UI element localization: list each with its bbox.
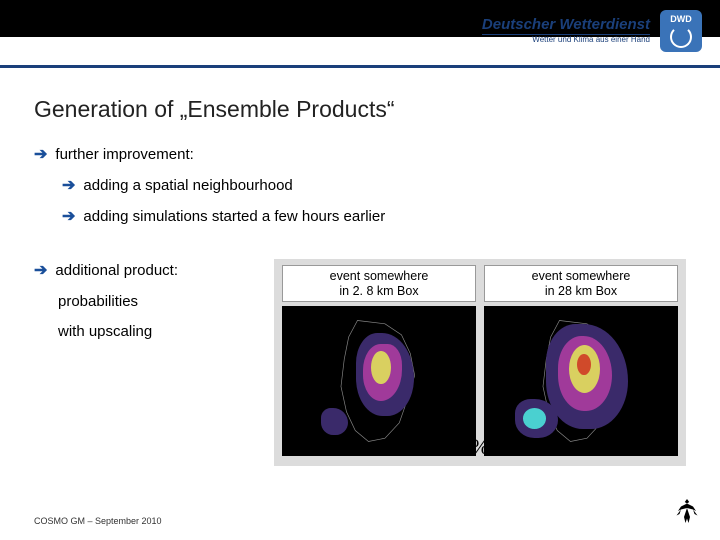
map-label-line: in 2. 8 km Box — [339, 284, 418, 298]
brand-subtitle: Wetter und Klima aus einer Hand — [482, 34, 650, 45]
bullet-text: further improvement: — [55, 145, 193, 165]
lower-section: ➔ additional product: probabilities with… — [34, 259, 686, 466]
arrow-icon: ➔ — [62, 207, 75, 228]
map-label-line: in 28 km Box — [545, 284, 617, 298]
arrow-icon: ➔ — [34, 261, 47, 282]
percent-symbol: % — [471, 434, 489, 460]
brand-block: Deutscher Wetterdienst Wetter und Klima … — [482, 10, 702, 52]
bullet-text: adding simulations started a few hours e… — [83, 207, 385, 227]
spiral-icon — [670, 26, 692, 48]
map-label-line: event somewhere — [330, 269, 429, 283]
bullet-row: ➔ adding a spatial neighbourhood — [62, 176, 686, 197]
bullet-row: ➔ additional product: — [34, 261, 274, 282]
brand-text: Deutscher Wetterdienst Wetter und Klima … — [482, 17, 650, 44]
prob-blob-low — [321, 408, 348, 435]
bullet-text: probabilities — [58, 292, 138, 312]
prob-blob-high — [371, 351, 390, 384]
prob-blob-cyan — [523, 408, 546, 429]
bullet-text: with upscaling — [58, 322, 152, 342]
map-canvas — [484, 306, 678, 456]
map-canvas — [282, 306, 476, 456]
slide-header: Deutscher Wetterdienst Wetter und Klima … — [0, 0, 720, 68]
eagle-icon — [672, 496, 702, 526]
bullet-row: ➔ further improvement: — [34, 145, 686, 166]
bullet-row: ➔ adding simulations started a few hours… — [62, 207, 686, 228]
bullet-text: additional product: — [55, 261, 178, 281]
dwd-logo-text: DWD — [670, 14, 692, 24]
map-left: event somewhere in 2. 8 km Box — [282, 265, 476, 456]
brand-main: Deutscher Wetterdienst — [482, 17, 650, 34]
header-divider — [0, 65, 720, 68]
bullet-text: adding a spatial neighbourhood — [83, 176, 292, 196]
arrow-icon: ➔ — [34, 145, 47, 166]
map-left-label: event somewhere in 2. 8 km Box — [282, 265, 476, 302]
prob-blob-hot — [577, 354, 591, 375]
lower-left-column: ➔ additional product: probabilities with… — [34, 259, 274, 466]
map-right-label: event somewhere in 28 km Box — [484, 265, 678, 302]
bullet-row: with upscaling — [58, 322, 274, 342]
map-label-line: event somewhere — [532, 269, 631, 283]
dwd-logo-icon: DWD — [660, 10, 702, 52]
footer-text: COSMO GM – September 2010 — [34, 516, 162, 526]
slide-title: Generation of „Ensemble Products“ — [34, 96, 686, 123]
slide-content: Generation of „Ensemble Products“ ➔ furt… — [0, 68, 720, 466]
slide-footer: COSMO GM – September 2010 — [34, 496, 702, 526]
maps-panel: event somewhere in 2. 8 km Box event som… — [274, 259, 686, 466]
map-right: event somewhere in 28 km Box — [484, 265, 678, 456]
arrow-icon: ➔ — [62, 176, 75, 197]
bullet-row: probabilities — [58, 292, 274, 312]
